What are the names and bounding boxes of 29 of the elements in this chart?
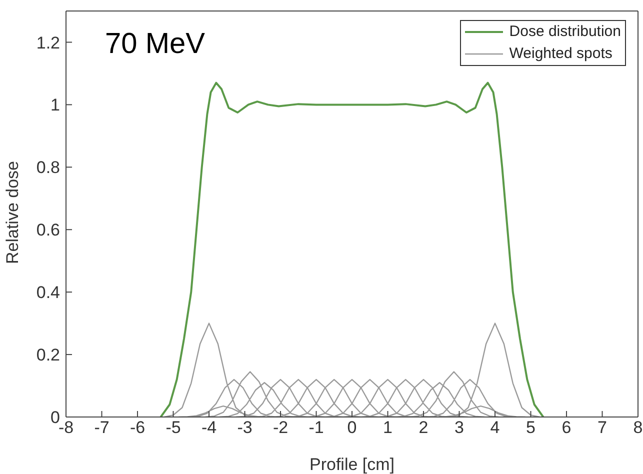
- x-tick-label: 2: [418, 418, 428, 438]
- x-tick-label: -6: [130, 418, 146, 438]
- x-tick-label: 6: [562, 418, 572, 438]
- y-tick-label: 1: [50, 96, 60, 115]
- y-tick-label: 1.2: [36, 33, 60, 52]
- x-tick-label: -2: [272, 418, 288, 438]
- x-tick-label: 1: [383, 418, 392, 438]
- y-tick-label: 0.4: [36, 283, 60, 302]
- line-series: [160, 82, 544, 417]
- y-tick-label: 0.6: [36, 220, 60, 240]
- y-tick-label: 0.8: [36, 158, 60, 178]
- x-tick-label: -3: [237, 418, 252, 438]
- x-tick-label: 7: [598, 418, 607, 438]
- legend-label: Dose distribution: [509, 23, 621, 41]
- x-tick-label: 4: [490, 418, 500, 438]
- annotation: 70 MeV: [105, 28, 206, 60]
- legend-label: Weighted spots: [509, 45, 612, 63]
- x-tick-label: 0: [347, 418, 357, 438]
- y-axis-title: Relative dose: [3, 160, 22, 264]
- x-tick-label: -4: [201, 418, 217, 438]
- x-tick-label: 8: [633, 418, 643, 438]
- x-tick-label: -5: [166, 418, 181, 438]
- x-tick-label: -7: [94, 418, 110, 438]
- x-tick-label: 5: [526, 418, 536, 438]
- x-tick-label: 3: [454, 418, 464, 438]
- x-tick-label: -8: [58, 418, 74, 438]
- x-tick-label: -1: [308, 418, 324, 438]
- y-tick-label: 0.2: [36, 346, 60, 365]
- x-axis-title: Profile [cm]: [309, 455, 395, 474]
